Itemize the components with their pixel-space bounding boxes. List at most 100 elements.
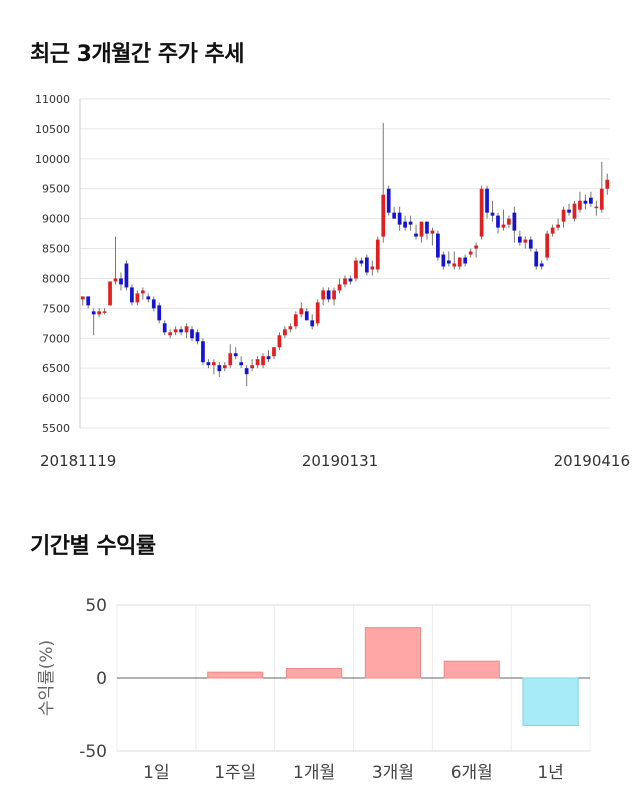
candle-body <box>190 329 194 339</box>
y-tick-label: 6000 <box>42 392 70 405</box>
x-tick-label: 1개월 <box>293 763 335 783</box>
candle-body <box>496 215 500 228</box>
y-tick-label: 10000 <box>35 153 70 166</box>
y-tick-label: 0 <box>96 669 107 689</box>
candle-body <box>201 341 205 363</box>
candle-body <box>436 233 440 258</box>
candle-body <box>463 257 468 264</box>
candle-body <box>86 296 91 306</box>
candle-body <box>80 296 85 300</box>
candle-body <box>490 212 495 216</box>
candle-body <box>212 362 216 366</box>
candle-body <box>441 254 446 267</box>
candle-body <box>272 347 276 357</box>
candle-body <box>550 227 555 234</box>
candle-body <box>299 308 304 315</box>
candle-body <box>507 218 511 225</box>
candle-body <box>135 293 140 303</box>
candle-body <box>354 260 358 279</box>
candle-body <box>457 257 462 267</box>
candle-body <box>244 368 249 375</box>
candle-body <box>556 224 560 228</box>
candle-body <box>173 329 178 333</box>
candle-body <box>315 302 320 324</box>
candle-body <box>293 314 298 327</box>
candle-body <box>157 305 162 321</box>
x-tick-label: 20181119 <box>40 452 116 470</box>
candle-body <box>233 353 238 357</box>
candle-body <box>408 221 413 225</box>
candle-body <box>130 287 134 303</box>
y-tick-label: 9000 <box>42 213 70 226</box>
candle-body <box>528 239 533 249</box>
candle-body <box>140 290 145 294</box>
return-bar <box>522 677 579 726</box>
candle-body <box>310 320 315 327</box>
candlestick-chart: 5500 6000 6500 7000 7500 8000 8500 9000 9500 1000… <box>35 93 630 470</box>
candle-body <box>523 239 528 243</box>
candle-body <box>485 188 489 213</box>
candle-body <box>239 362 244 366</box>
candle-body <box>277 335 282 348</box>
candle-body <box>386 188 391 213</box>
return-bar <box>364 627 422 679</box>
candle-body <box>332 290 336 300</box>
candle-body <box>392 212 397 219</box>
candle-body <box>179 329 183 333</box>
candle-body <box>222 365 227 369</box>
candle-body <box>419 221 424 237</box>
y-tick-label: 7000 <box>42 332 70 345</box>
candle-body <box>517 236 522 243</box>
stock-trend-title: 최근 3개월간 주가 추세 <box>30 42 244 67</box>
candle-body <box>261 356 265 366</box>
candle-body <box>561 209 566 222</box>
candle-body <box>255 359 260 366</box>
candle-body <box>146 296 151 300</box>
x-tick-label: 6개월 <box>451 763 493 783</box>
candle-body <box>304 311 309 321</box>
y-axis-label: 수익률(%) <box>37 640 57 716</box>
candle-body <box>326 290 331 300</box>
candle-body <box>430 230 435 234</box>
candle-body <box>91 311 96 315</box>
candle-body <box>414 233 418 237</box>
x-tick-label: 20190131 <box>302 452 378 470</box>
return-bar <box>443 660 500 679</box>
y-tick-label: 9500 <box>42 183 70 196</box>
period-return-title: 기간별 수익률 <box>30 534 156 559</box>
candle-body <box>479 188 484 237</box>
candle-body <box>594 206 599 209</box>
candle-body <box>474 245 478 249</box>
candle-body <box>266 356 271 360</box>
candle-body <box>184 326 189 333</box>
candle-body <box>545 233 550 258</box>
candle-body <box>512 212 517 231</box>
candle-body <box>168 332 173 336</box>
candle-body <box>534 251 539 267</box>
y-tick-label: 10500 <box>35 123 70 136</box>
candle-body <box>217 365 222 372</box>
candle-body <box>589 197 593 204</box>
candle-body <box>97 311 101 315</box>
y-tick-label: 50 <box>85 596 107 616</box>
candle-body <box>162 323 167 333</box>
candle-body <box>403 221 407 228</box>
candle-body <box>578 200 582 210</box>
x-tick-label: 1년 <box>537 763 563 783</box>
candle-body <box>288 326 293 330</box>
candle-body <box>605 179 610 189</box>
y-tick-label: 8000 <box>42 272 70 285</box>
y-tick-label: 5500 <box>42 422 70 435</box>
x-tick-label: 1주일 <box>214 763 256 783</box>
return-bar <box>207 671 264 679</box>
candle-body <box>446 260 451 264</box>
candle-body <box>539 263 544 267</box>
candle-body <box>113 278 118 282</box>
y-tick-label: 6500 <box>42 362 70 375</box>
candle-body <box>343 278 347 285</box>
candle-body <box>337 284 342 291</box>
y-tick-label: 11000 <box>35 93 70 106</box>
candle-body <box>108 281 112 306</box>
candle-body <box>102 311 107 313</box>
candle-body <box>425 221 429 234</box>
